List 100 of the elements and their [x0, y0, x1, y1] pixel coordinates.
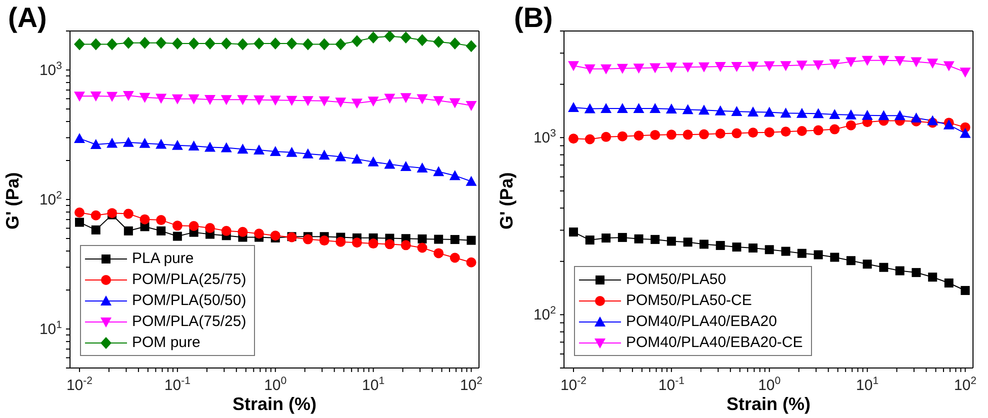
point [156, 94, 167, 104]
point [351, 154, 362, 164]
point [270, 38, 281, 50]
point [633, 64, 644, 74]
point [270, 230, 280, 241]
point [568, 102, 579, 112]
point [254, 228, 264, 239]
point [812, 108, 824, 118]
point [449, 170, 460, 180]
point [780, 126, 791, 137]
point [335, 151, 346, 162]
point [584, 134, 595, 144]
point [418, 234, 427, 244]
point [927, 58, 938, 69]
point [122, 36, 134, 49]
point [156, 36, 167, 49]
point [568, 228, 578, 237]
point [450, 235, 460, 244]
point [466, 236, 476, 245]
x-tick-label: 10$^{-2}$ [560, 375, 587, 394]
point [237, 144, 248, 154]
point [286, 38, 298, 50]
point [204, 94, 216, 105]
x-tick-label: 10$^{-1}$ [658, 375, 685, 394]
point [894, 56, 906, 66]
point [634, 234, 644, 244]
point [466, 176, 477, 186]
point [634, 130, 644, 141]
point [91, 225, 100, 234]
point [335, 98, 346, 108]
point [764, 245, 774, 254]
point [351, 35, 362, 48]
legend-label: POM40/PLA40/EBA20 [626, 313, 777, 330]
point [368, 156, 379, 166]
point [797, 248, 806, 258]
point [796, 60, 808, 71]
legend-label: PLA pure [132, 250, 194, 267]
point [617, 131, 628, 142]
point [910, 112, 922, 123]
point [449, 38, 460, 50]
point [122, 136, 134, 147]
point [220, 38, 232, 50]
point [302, 148, 314, 158]
point [238, 226, 248, 237]
point [417, 242, 428, 253]
point [90, 138, 102, 149]
point [748, 106, 759, 117]
x-axis-title: Strain (%) [232, 394, 317, 414]
point [433, 36, 444, 48]
point [732, 128, 742, 138]
point [683, 238, 692, 247]
point [568, 61, 579, 72]
point [433, 96, 444, 106]
point [813, 125, 824, 136]
y-tick-label: 10$^{3}$ [533, 128, 556, 147]
point [698, 129, 709, 140]
point [666, 130, 676, 140]
point [237, 95, 248, 106]
point [714, 62, 726, 72]
point [666, 62, 677, 73]
point [416, 34, 428, 46]
point [682, 62, 694, 73]
x-tick-label: 10$^{1}$ [362, 375, 385, 394]
point [302, 38, 314, 50]
point [878, 110, 890, 120]
point [814, 250, 823, 260]
x-tick-label: 10$^{2}$ [954, 375, 977, 394]
point [879, 262, 888, 272]
point [156, 215, 166, 226]
point [352, 238, 362, 248]
point [714, 105, 726, 116]
x-tick-label: 10$^{2}$ [460, 375, 483, 394]
point [584, 64, 596, 74]
point [845, 57, 856, 68]
point [188, 38, 200, 50]
y-tick-label: 10$^{1}$ [39, 319, 62, 338]
x-axis-title: Strain (%) [726, 394, 811, 414]
point [400, 93, 412, 104]
point [106, 38, 118, 50]
point [698, 62, 710, 72]
point [220, 95, 232, 106]
point [928, 272, 938, 282]
point [748, 128, 758, 138]
point [204, 223, 215, 234]
point [600, 103, 612, 114]
point [912, 268, 921, 278]
point [910, 57, 922, 68]
point [74, 207, 84, 218]
point [351, 98, 362, 109]
point [650, 130, 660, 140]
y-tick-label: 10$^{3}$ [39, 60, 62, 79]
point [450, 252, 460, 263]
legend-label: POM50/PLA50 [626, 271, 726, 288]
point [433, 166, 444, 176]
point [650, 234, 660, 244]
point [302, 234, 313, 244]
x-tick-label: 10$^{0}$ [264, 375, 287, 394]
point [188, 221, 199, 232]
point [698, 104, 710, 115]
point [335, 38, 346, 50]
